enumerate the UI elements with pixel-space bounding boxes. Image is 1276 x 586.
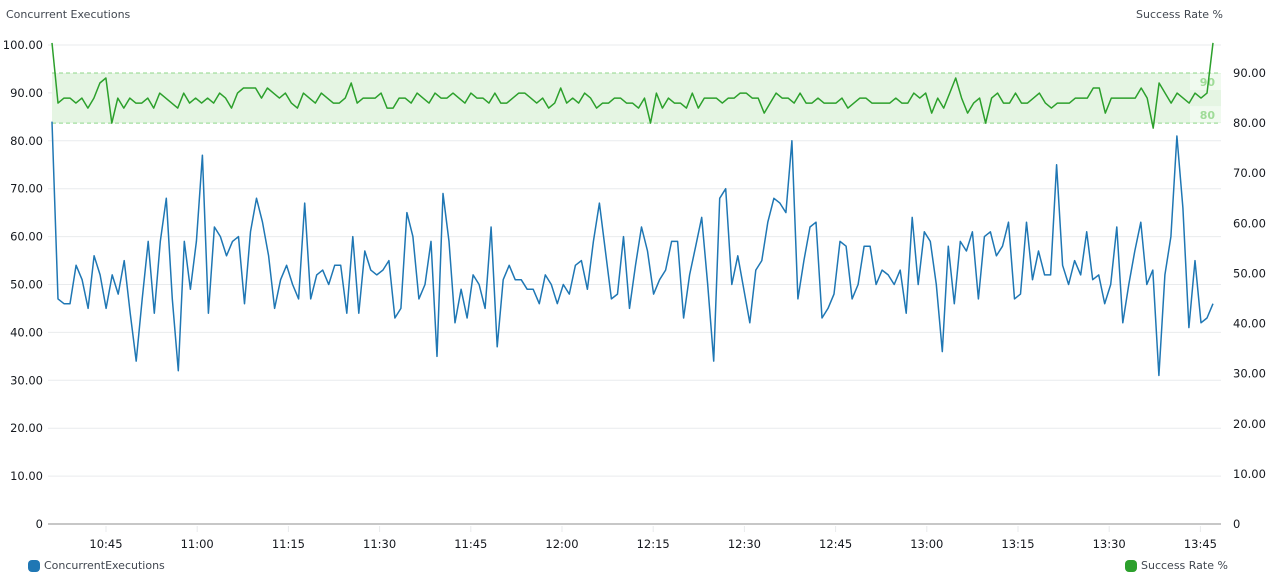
left-axis-title: Concurrent Executions xyxy=(6,8,131,21)
right-axis: 0 10.00 20.00 30.00 40.00 50.00 60.00 70.00 80.0… xyxy=(1233,66,1266,531)
svg-text:20.00: 20.00 xyxy=(1233,417,1266,431)
x-axis: 10:45 11:00 11:15 11:30 11:45 12:00 12:15 12:30… xyxy=(89,526,1217,551)
svg-text:80.00: 80.00 xyxy=(10,134,43,148)
svg-text:11:30: 11:30 xyxy=(363,537,396,551)
svg-text:12:45: 12:45 xyxy=(819,537,852,551)
right-axis-title: Success Rate % xyxy=(1136,8,1223,21)
svg-text:10.00: 10.00 xyxy=(1233,467,1266,481)
left-axis: 0 10.00 20.00 30.00 40.00 50.00 60.00 70.00 80.0… xyxy=(3,38,43,531)
svg-text:12:00: 12:00 xyxy=(545,537,578,551)
threshold-band xyxy=(52,73,1221,124)
svg-text:70.00: 70.00 xyxy=(10,182,43,196)
series-success-rate xyxy=(51,42,1214,129)
svg-text:10.00: 10.00 xyxy=(10,469,43,483)
svg-text:50.00: 50.00 xyxy=(10,278,43,292)
svg-text:60.00: 60.00 xyxy=(1233,216,1266,230)
svg-text:0: 0 xyxy=(1233,517,1240,531)
svg-text:13:00: 13:00 xyxy=(910,537,943,551)
svg-text:80: 80 xyxy=(1200,109,1216,122)
svg-text:13:15: 13:15 xyxy=(1001,537,1034,551)
svg-text:11:45: 11:45 xyxy=(454,537,487,551)
svg-text:60.00: 60.00 xyxy=(10,230,43,244)
svg-text:12:30: 12:30 xyxy=(728,537,761,551)
series-concurrent-executions xyxy=(51,121,1214,377)
legend-swatch-blue xyxy=(28,559,40,572)
svg-text:70.00: 70.00 xyxy=(1233,166,1266,180)
svg-text:80.00: 80.00 xyxy=(1233,116,1266,130)
svg-text:13:45: 13:45 xyxy=(1184,537,1217,551)
svg-text:40.00: 40.00 xyxy=(1233,317,1266,331)
svg-text:10:45: 10:45 xyxy=(89,537,122,551)
svg-text:30.00: 30.00 xyxy=(10,373,43,387)
svg-text:0: 0 xyxy=(36,517,43,531)
svg-text:13:30: 13:30 xyxy=(1093,537,1126,551)
svg-text:30.00: 30.00 xyxy=(1233,367,1266,381)
legend-item-success-rate[interactable]: Success Rate % xyxy=(1125,559,1228,572)
svg-text:100.00: 100.00 xyxy=(3,38,43,52)
legend-swatch-green xyxy=(1125,559,1137,572)
svg-text:90.00: 90.00 xyxy=(1233,66,1266,80)
svg-text:50.00: 50.00 xyxy=(1233,266,1266,280)
legend-item-concurrent-executions[interactable]: ConcurrentExecutions xyxy=(28,559,165,572)
svg-text:12:15: 12:15 xyxy=(637,537,670,551)
svg-text:20.00: 20.00 xyxy=(10,421,43,435)
svg-text:40.00: 40.00 xyxy=(10,325,43,339)
legend-label: Success Rate % xyxy=(1141,559,1228,572)
svg-text:11:00: 11:00 xyxy=(181,537,214,551)
svg-text:11:15: 11:15 xyxy=(272,537,305,551)
svg-text:90.00: 90.00 xyxy=(10,86,43,100)
legend-label: ConcurrentExecutions xyxy=(44,559,165,572)
